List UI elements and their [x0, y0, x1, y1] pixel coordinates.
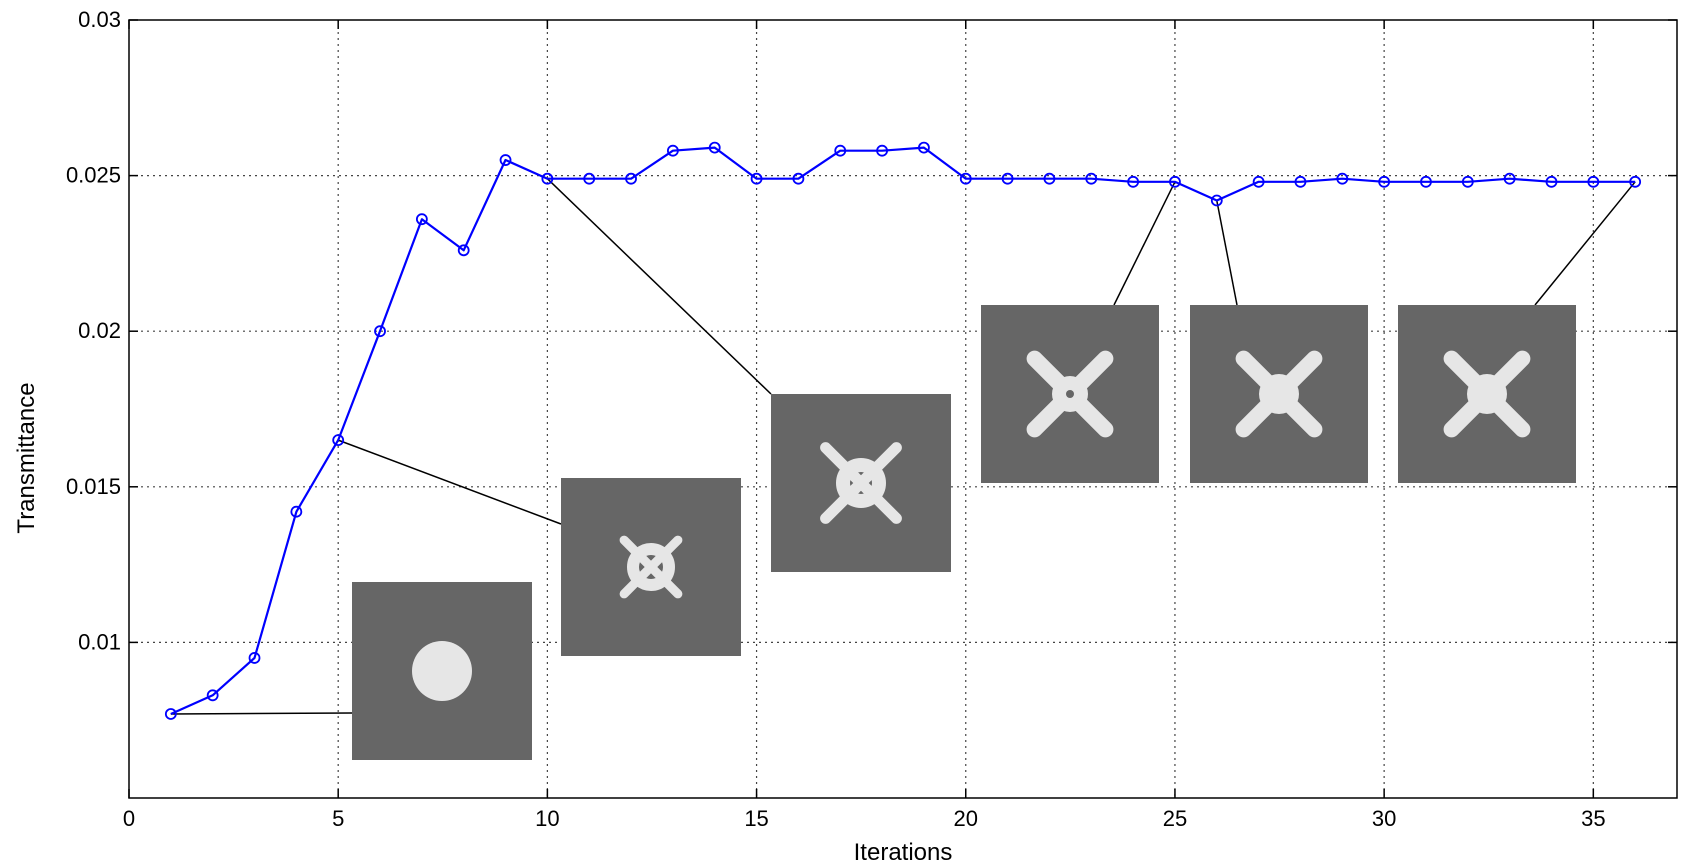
x-tick-label: 30	[1372, 806, 1396, 831]
inset-circle-shape	[412, 641, 472, 701]
y-tick-label: 0.025	[66, 163, 121, 188]
inset-arms-shape	[1235, 350, 1323, 438]
x-tick-label: 20	[954, 806, 978, 831]
inset-ring-shape	[836, 458, 886, 508]
data-point	[1043, 172, 1056, 185]
data-point	[457, 244, 470, 257]
data-point	[750, 172, 763, 185]
inset-connector	[337, 439, 562, 525]
data-point	[499, 154, 512, 166]
inset-connector	[546, 178, 772, 395]
data-point	[625, 172, 637, 185]
inset-circle	[352, 582, 532, 760]
inset-cross-hole	[981, 305, 1159, 483]
data-point	[164, 708, 177, 720]
y-tick-label: 0.03	[78, 7, 121, 32]
data-point	[206, 689, 219, 702]
x-tick-label: 5	[332, 806, 344, 831]
inset-ring-star	[771, 394, 951, 572]
data-point	[959, 172, 972, 185]
data-point	[1252, 175, 1265, 188]
data-point	[1461, 175, 1474, 188]
data-point	[374, 325, 386, 338]
data-point	[918, 141, 930, 154]
data-point	[1336, 172, 1349, 185]
y-tick-label: 0.015	[66, 474, 121, 499]
data-point	[792, 172, 805, 185]
x-axis-title: Iterations	[854, 839, 953, 866]
data-point	[1001, 172, 1014, 185]
y-tick-label: 0.01	[78, 629, 121, 654]
inset-ring-shape	[627, 543, 675, 591]
data-point	[332, 434, 345, 447]
inset-connector	[1113, 181, 1176, 306]
y-axis-title: Transmittance	[13, 382, 40, 533]
data-point	[1378, 175, 1391, 188]
inset-arms-shape	[820, 442, 902, 524]
inset-connector	[1216, 200, 1238, 306]
x-tick-label: 35	[1581, 806, 1605, 831]
data-point	[415, 213, 428, 226]
x-tick-label: 25	[1163, 806, 1187, 831]
data-point	[583, 172, 596, 185]
x-tick-label: 15	[744, 806, 768, 831]
data-point	[666, 144, 679, 157]
inset-arms-shape	[1443, 350, 1531, 438]
inset-connector	[170, 712, 353, 715]
data-point	[876, 144, 888, 157]
series-line	[170, 146, 1636, 716]
data-point	[1420, 175, 1432, 188]
inset-cross	[1190, 305, 1368, 483]
inset-arms-shape	[1026, 350, 1114, 438]
data-point	[1085, 172, 1098, 185]
data-point	[248, 652, 261, 664]
data-point	[1169, 175, 1181, 188]
data-point	[708, 141, 721, 154]
inset-center-shape	[1467, 374, 1507, 414]
x-tick-label: 0	[123, 806, 135, 831]
inset-ring-cross	[561, 478, 741, 656]
y-tick-label: 0.02	[78, 318, 121, 343]
data-point	[1587, 175, 1600, 188]
data-point	[1294, 175, 1307, 188]
data-point	[1127, 175, 1140, 188]
data-point	[1503, 172, 1516, 185]
inset-connectors	[170, 178, 1636, 715]
inset-cross	[1398, 305, 1576, 483]
data-point	[1629, 175, 1642, 188]
inset-center-shape	[1259, 374, 1299, 414]
series-layer	[164, 141, 1642, 720]
inset-connector	[1534, 181, 1636, 306]
inset-images	[352, 305, 1576, 760]
inset-hole-shape	[1066, 390, 1074, 398]
axis-ticks: 0 5 10 15 20 25 30 35 0.01 0.015 0.02 0.025 0.03	[66, 7, 1677, 831]
data-point	[290, 505, 303, 518]
plot-frame	[128, 19, 1678, 799]
x-tick-label: 10	[535, 806, 559, 831]
data-point	[541, 172, 554, 185]
data-point	[1545, 175, 1558, 188]
data-point	[1210, 194, 1223, 207]
data-point	[834, 144, 847, 157]
